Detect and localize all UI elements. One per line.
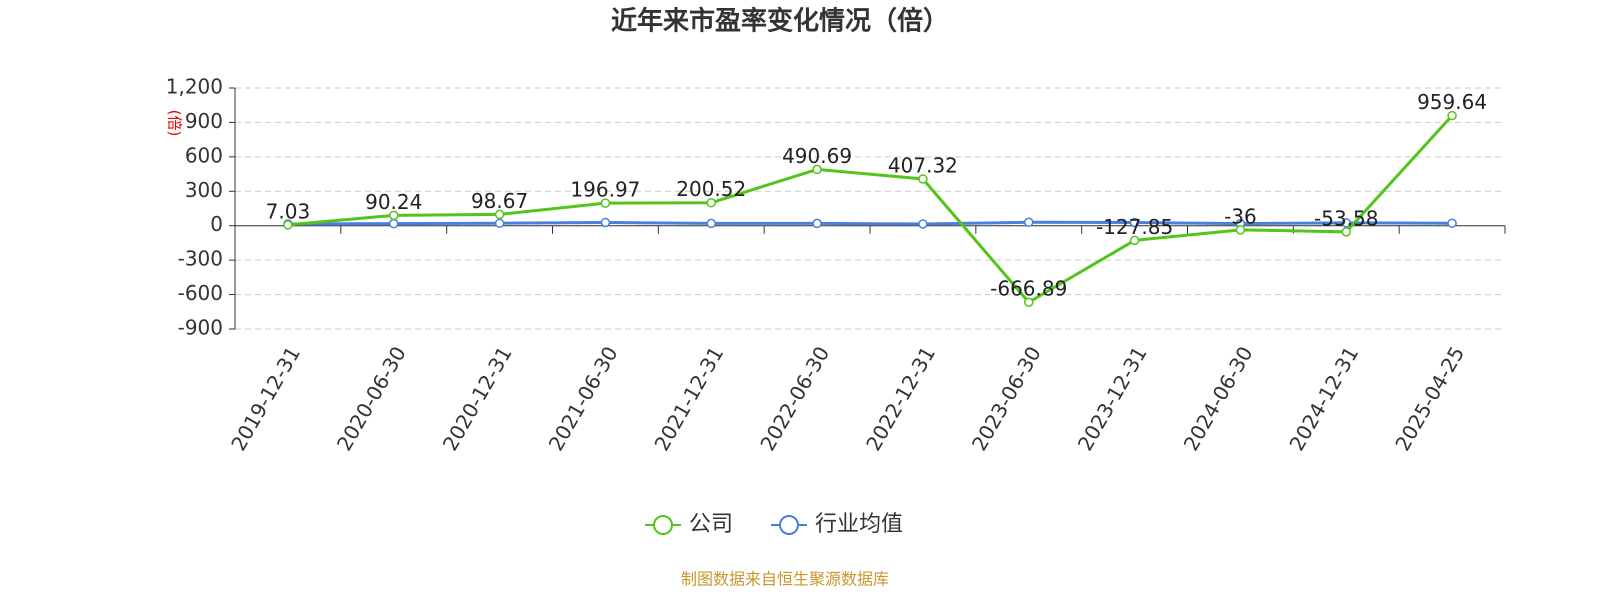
y-tick-label: 0 — [210, 212, 223, 236]
x-tick-label: 2019-12-31 — [226, 342, 305, 455]
y-tick-label: -600 — [178, 281, 223, 305]
point — [1447, 110, 1457, 121]
point — [812, 218, 822, 229]
legend-marker — [779, 515, 799, 535]
y-tick-label: 1,200 — [166, 75, 223, 99]
y-axis-label: (倍) — [166, 110, 184, 137]
y-tick-label: -900 — [178, 316, 223, 340]
point — [1447, 218, 1457, 228]
x-tick-label: 2022-06-30 — [755, 342, 834, 455]
point — [1024, 297, 1034, 307]
point — [283, 220, 293, 230]
data-label: -127.85 — [1096, 215, 1173, 239]
point — [918, 219, 928, 229]
point — [1235, 225, 1246, 235]
y-tick-label: 300 — [185, 178, 223, 202]
line — [287, 114, 1454, 305]
point — [1129, 235, 1140, 246]
data-label: 7.03 — [266, 199, 311, 223]
x-tick-label: 2023-12-31 — [1073, 342, 1152, 455]
x-tick-label: 2024-12-31 — [1284, 342, 1363, 455]
point — [600, 217, 611, 228]
x-tick-label: 2024-06-30 — [1179, 342, 1258, 455]
data-label: 196.97 — [570, 178, 640, 202]
point — [389, 210, 399, 221]
point — [1129, 217, 1140, 228]
point — [918, 174, 928, 184]
data-label: -53.58 — [1314, 206, 1378, 230]
point — [494, 218, 505, 228]
legend-marker — [653, 515, 673, 535]
x-tick-label: 2025-04-25 — [1390, 342, 1469, 455]
data-label: 90.24 — [365, 190, 422, 214]
legend-label: 公司 — [689, 512, 733, 537]
data-label: 98.67 — [471, 189, 528, 213]
x-tick-label: 2022-12-31 — [861, 342, 940, 455]
y-tick-label: 900 — [185, 109, 223, 133]
x-tick-label: 2020-12-31 — [438, 342, 517, 455]
x-tick-label: 2023-06-30 — [967, 342, 1046, 455]
point — [600, 198, 611, 208]
data-label: 200.52 — [676, 177, 746, 201]
point — [706, 197, 716, 208]
point — [706, 218, 716, 229]
line — [287, 220, 1453, 226]
data-label: -666.89 — [990, 277, 1067, 301]
x-tick-label: 2020-06-30 — [332, 342, 411, 455]
data-label: 407.32 — [888, 153, 958, 177]
y-tick-label: -300 — [178, 247, 223, 271]
chart-title: 近年来市盈率变化情况（倍） — [611, 6, 949, 37]
y-tick-label: 600 — [185, 143, 223, 167]
point — [812, 164, 822, 175]
x-tick-label: 2021-12-31 — [649, 342, 728, 455]
point — [494, 209, 505, 220]
data-label: -36 — [1224, 204, 1257, 228]
legend-label: 行业均值 — [815, 512, 903, 537]
point — [1024, 217, 1034, 228]
point — [389, 218, 399, 229]
point — [1341, 227, 1351, 237]
point — [1341, 218, 1351, 228]
data-label: 490.69 — [782, 144, 852, 168]
source-note: 制图数据来自恒生聚源数据库 — [681, 570, 889, 589]
x-tick-label: 2021-06-30 — [544, 342, 623, 455]
data-label: 959.64 — [1417, 90, 1487, 114]
